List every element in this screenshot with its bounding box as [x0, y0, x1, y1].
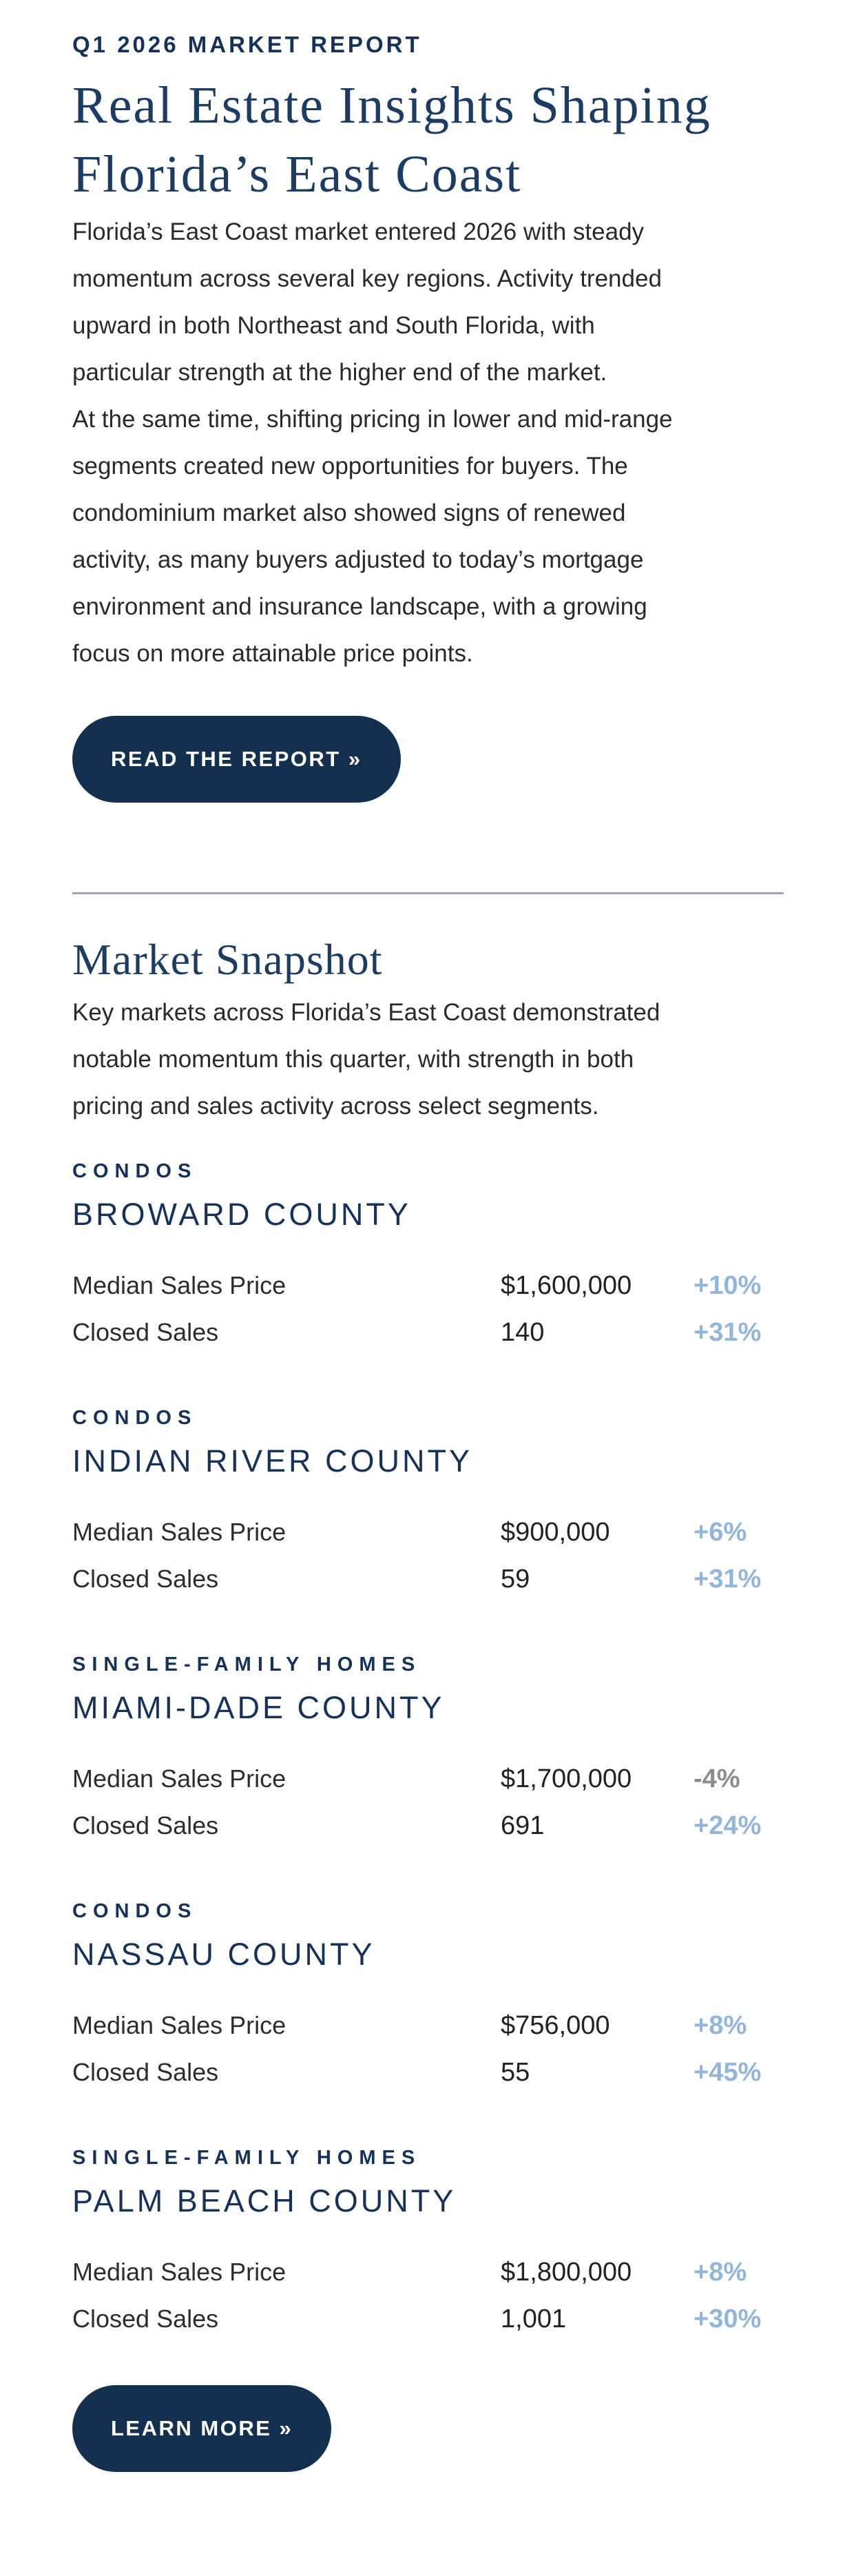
stat-value: $1,700,000 — [501, 1764, 632, 1793]
stat-change: +8% — [694, 2258, 747, 2287]
stat-row: Median Sales Price $1,800,000 +8% — [72, 2249, 784, 2296]
stat-row: Median Sales Price $756,000 +8% — [72, 2002, 784, 2049]
intro-paragraph-1: Florida’s East Coast market entered 2026… — [72, 218, 662, 386]
market-block-broward: CONDOS BROWARD COUNTY Median Sales Price… — [72, 1157, 784, 1356]
stat-row: Closed Sales 59 +31% — [72, 1556, 784, 1603]
stat-row: Median Sales Price $900,000 +6% — [72, 1509, 784, 1556]
stat-label: Closed Sales — [72, 2305, 219, 2333]
market-block-palm-beach: SINGLE-FAMILY HOMES PALM BEACH COUNTY Me… — [72, 2144, 784, 2342]
stat-change: +31% — [694, 1565, 762, 1594]
market-county-heading: BROWARD COUNTY — [72, 1197, 411, 1232]
market-block-miami-dade: SINGLE-FAMILY HOMES MIAMI-DADE COUNTY Me… — [72, 1651, 784, 1849]
market-county-heading: MIAMI-DADE COUNTY — [72, 1690, 445, 1725]
stat-value: $1,800,000 — [501, 2258, 632, 2287]
stat-label: Closed Sales — [72, 1811, 219, 1840]
section-divider — [72, 892, 784, 894]
stat-label: Median Sales Price — [72, 2011, 287, 2039]
stat-row: Closed Sales 1,001 +30% — [72, 2296, 784, 2342]
snapshot-heading: Market Snapshot — [72, 935, 383, 984]
learn-more-button[interactable]: LEARN MORE » — [72, 2385, 332, 2472]
stat-label: Closed Sales — [72, 1318, 219, 1346]
stat-value: 140 — [501, 1318, 545, 1347]
stat-row: Median Sales Price $1,600,000 +10% — [72, 1262, 784, 1309]
stat-label: Median Sales Price — [72, 2258, 287, 2286]
snapshot-description: Key markets across Florida’s East Coast … — [72, 999, 660, 1120]
market-category-label: SINGLE-FAMILY HOMES — [72, 2147, 421, 2169]
page-title: Real Estate Insights Shaping Florida’s E… — [72, 76, 711, 203]
report-page: Q1 2026 MARKET REPORT Real Estate Insigh… — [72, 32, 784, 2472]
stat-row: Closed Sales 691 +24% — [72, 1802, 784, 1849]
stat-change: +10% — [694, 1271, 762, 1300]
stat-table: Median Sales Price $1,700,000 -4% Closed… — [72, 1755, 784, 1849]
stat-value: $756,000 — [501, 2011, 610, 2040]
stat-change: +30% — [694, 2305, 762, 2333]
stat-value: $900,000 — [501, 1518, 610, 1547]
stat-table: Median Sales Price $1,600,000 +10% Close… — [72, 1262, 784, 1356]
stat-value: 691 — [501, 1811, 545, 1840]
stat-table: Median Sales Price $756,000 +8% Closed S… — [72, 2002, 784, 2096]
market-category-label: SINGLE-FAMILY HOMES — [72, 1653, 421, 1676]
stat-change: +24% — [694, 1811, 762, 1840]
market-block-indian-river: CONDOS INDIAN RIVER COUNTY Median Sales … — [72, 1404, 784, 1603]
report-eyebrow: Q1 2026 MARKET REPORT — [72, 32, 422, 57]
market-county-heading: PALM BEACH COUNTY — [72, 2183, 457, 2218]
stat-table: Median Sales Price $1,800,000 +8% Closed… — [72, 2249, 784, 2342]
stat-row: Median Sales Price $1,700,000 -4% — [72, 1755, 784, 1802]
stat-row: Closed Sales 140 +31% — [72, 1309, 784, 1356]
stat-label: Median Sales Price — [72, 1518, 287, 1546]
market-block-nassau: CONDOS NASSAU COUNTY Median Sales Price … — [72, 1897, 784, 2096]
stat-table: Median Sales Price $900,000 +6% Closed S… — [72, 1509, 784, 1603]
stat-change: +6% — [694, 1518, 747, 1547]
read-report-button[interactable]: READ THE REPORT » — [72, 716, 401, 803]
stat-label: Median Sales Price — [72, 1764, 287, 1793]
market-county-heading: NASSAU COUNTY — [72, 1937, 375, 1972]
stat-change: +8% — [694, 2011, 747, 2040]
stat-change: +31% — [694, 1318, 762, 1347]
stat-value: 59 — [501, 1565, 530, 1594]
stat-change: +45% — [694, 2058, 762, 2087]
market-category-label: CONDOS — [72, 1407, 198, 1429]
market-category-label: CONDOS — [72, 1900, 198, 1922]
intro-paragraph-2: At the same time, shifting pricing in lo… — [72, 406, 673, 667]
stat-value: 1,001 — [501, 2305, 567, 2333]
market-category-label: CONDOS — [72, 1160, 198, 1182]
stat-row: Closed Sales 55 +45% — [72, 2049, 784, 2096]
stat-label: Median Sales Price — [72, 1271, 287, 1299]
stat-value: 55 — [501, 2058, 530, 2087]
market-county-heading: INDIAN RIVER COUNTY — [72, 1443, 473, 1478]
stat-value: $1,600,000 — [501, 1271, 632, 1300]
stat-label: Closed Sales — [72, 1565, 219, 1593]
stat-label: Closed Sales — [72, 2058, 219, 2086]
stat-change: -4% — [694, 1764, 740, 1793]
